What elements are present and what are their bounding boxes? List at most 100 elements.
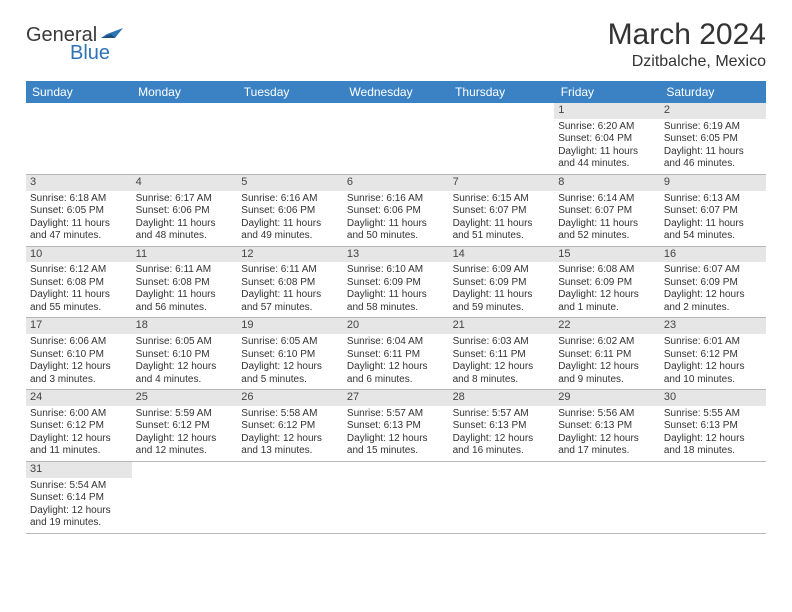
daylight-text: and 47 minutes. xyxy=(30,230,128,243)
sunset-text: Sunset: 6:11 PM xyxy=(347,349,445,362)
sunset-text: Sunset: 6:08 PM xyxy=(30,277,128,290)
daylight-text: and 10 minutes. xyxy=(664,374,762,387)
sunrise-text: Sunrise: 5:59 AM xyxy=(136,408,234,421)
calendar-cell: 8Sunrise: 6:14 AMSunset: 6:07 PMDaylight… xyxy=(554,174,660,246)
sunset-text: Sunset: 6:07 PM xyxy=(558,205,656,218)
daylight-text: and 8 minutes. xyxy=(453,374,551,387)
daylight-text: Daylight: 11 hours xyxy=(30,289,128,302)
sunset-text: Sunset: 6:09 PM xyxy=(453,277,551,290)
sunset-text: Sunset: 6:12 PM xyxy=(664,349,762,362)
daylight-text: and 56 minutes. xyxy=(136,302,234,315)
calendar-cell: 21Sunrise: 6:03 AMSunset: 6:11 PMDayligh… xyxy=(449,318,555,390)
day-number: 8 xyxy=(554,175,660,191)
daylight-text: Daylight: 11 hours xyxy=(453,218,551,231)
title-block: March 2024 Dzitbalche, Mexico xyxy=(608,18,766,71)
calendar-cell xyxy=(449,461,555,533)
daylight-text: and 12 minutes. xyxy=(136,445,234,458)
sunrise-text: Sunrise: 6:00 AM xyxy=(30,408,128,421)
sunrise-text: Sunrise: 6:03 AM xyxy=(453,336,551,349)
day-number: 12 xyxy=(237,247,343,263)
daylight-text: and 16 minutes. xyxy=(453,445,551,458)
daylight-text: Daylight: 12 hours xyxy=(558,289,656,302)
daylight-text: Daylight: 11 hours xyxy=(558,218,656,231)
weekday-header: Thursday xyxy=(449,81,555,103)
day-number: 21 xyxy=(449,318,555,334)
day-number: 3 xyxy=(26,175,132,191)
sunset-text: Sunset: 6:14 PM xyxy=(30,492,128,505)
sunset-text: Sunset: 6:11 PM xyxy=(453,349,551,362)
daylight-text: Daylight: 12 hours xyxy=(241,433,339,446)
day-number: 1 xyxy=(554,103,660,119)
calendar-cell: 11Sunrise: 6:11 AMSunset: 6:08 PMDayligh… xyxy=(132,246,238,318)
sunrise-text: Sunrise: 6:20 AM xyxy=(558,121,656,134)
calendar-cell: 27Sunrise: 5:57 AMSunset: 6:13 PMDayligh… xyxy=(343,390,449,462)
calendar-cell: 13Sunrise: 6:10 AMSunset: 6:09 PMDayligh… xyxy=(343,246,449,318)
daylight-text: Daylight: 11 hours xyxy=(241,289,339,302)
calendar-row: 24Sunrise: 6:00 AMSunset: 6:12 PMDayligh… xyxy=(26,390,766,462)
sunrise-text: Sunrise: 6:19 AM xyxy=(664,121,762,134)
day-number: 25 xyxy=(132,390,238,406)
sunset-text: Sunset: 6:12 PM xyxy=(241,420,339,433)
sunrise-text: Sunrise: 6:05 AM xyxy=(241,336,339,349)
daylight-text: and 9 minutes. xyxy=(558,374,656,387)
daylight-text: and 58 minutes. xyxy=(347,302,445,315)
day-number: 20 xyxy=(343,318,449,334)
calendar-cell: 15Sunrise: 6:08 AMSunset: 6:09 PMDayligh… xyxy=(554,246,660,318)
sunrise-text: Sunrise: 6:10 AM xyxy=(347,264,445,277)
daylight-text: and 52 minutes. xyxy=(558,230,656,243)
day-number: 16 xyxy=(660,247,766,263)
sunrise-text: Sunrise: 6:12 AM xyxy=(30,264,128,277)
calendar-cell xyxy=(343,461,449,533)
daylight-text: and 18 minutes. xyxy=(664,445,762,458)
sunrise-text: Sunrise: 6:04 AM xyxy=(347,336,445,349)
weekday-header: Wednesday xyxy=(343,81,449,103)
weekday-header: Friday xyxy=(554,81,660,103)
sunset-text: Sunset: 6:08 PM xyxy=(136,277,234,290)
day-number: 24 xyxy=(26,390,132,406)
sunrise-text: Sunrise: 5:55 AM xyxy=(664,408,762,421)
sunset-text: Sunset: 6:06 PM xyxy=(347,205,445,218)
calendar-cell: 14Sunrise: 6:09 AMSunset: 6:09 PMDayligh… xyxy=(449,246,555,318)
daylight-text: and 3 minutes. xyxy=(30,374,128,387)
page: General March 2024 Dzitbalche, Mexico Bl… xyxy=(0,0,792,552)
calendar-cell: 16Sunrise: 6:07 AMSunset: 6:09 PMDayligh… xyxy=(660,246,766,318)
calendar-cell: 5Sunrise: 6:16 AMSunset: 6:06 PMDaylight… xyxy=(237,174,343,246)
day-number: 30 xyxy=(660,390,766,406)
calendar-body: 1Sunrise: 6:20 AMSunset: 6:04 PMDaylight… xyxy=(26,103,766,533)
daylight-text: Daylight: 12 hours xyxy=(558,361,656,374)
weekday-header-row: Sunday Monday Tuesday Wednesday Thursday… xyxy=(26,81,766,103)
sunrise-text: Sunrise: 6:13 AM xyxy=(664,193,762,206)
daylight-text: Daylight: 11 hours xyxy=(347,218,445,231)
day-number: 19 xyxy=(237,318,343,334)
calendar-table: Sunday Monday Tuesday Wednesday Thursday… xyxy=(26,81,766,534)
page-title: March 2024 xyxy=(608,18,766,52)
sunset-text: Sunset: 6:07 PM xyxy=(453,205,551,218)
daylight-text: Daylight: 11 hours xyxy=(664,146,762,159)
day-number: 17 xyxy=(26,318,132,334)
daylight-text: and 19 minutes. xyxy=(30,517,128,530)
weekday-header: Tuesday xyxy=(237,81,343,103)
sunrise-text: Sunrise: 6:02 AM xyxy=(558,336,656,349)
daylight-text: and 59 minutes. xyxy=(453,302,551,315)
daylight-text: and 51 minutes. xyxy=(453,230,551,243)
sunrise-text: Sunrise: 6:16 AM xyxy=(241,193,339,206)
daylight-text: and 2 minutes. xyxy=(664,302,762,315)
weekday-header: Monday xyxy=(132,81,238,103)
daylight-text: Daylight: 11 hours xyxy=(558,146,656,159)
daylight-text: Daylight: 12 hours xyxy=(136,433,234,446)
logo-text-blue: Blue xyxy=(70,42,110,64)
calendar-cell xyxy=(132,103,238,174)
sunset-text: Sunset: 6:08 PM xyxy=(241,277,339,290)
sunset-text: Sunset: 6:13 PM xyxy=(558,420,656,433)
sunset-text: Sunset: 6:12 PM xyxy=(136,420,234,433)
sunset-text: Sunset: 6:12 PM xyxy=(30,420,128,433)
sunset-text: Sunset: 6:13 PM xyxy=(347,420,445,433)
daylight-text: Daylight: 12 hours xyxy=(453,433,551,446)
daylight-text: and 46 minutes. xyxy=(664,158,762,171)
daylight-text: Daylight: 12 hours xyxy=(664,433,762,446)
calendar-cell: 1Sunrise: 6:20 AMSunset: 6:04 PMDaylight… xyxy=(554,103,660,174)
sunset-text: Sunset: 6:10 PM xyxy=(241,349,339,362)
sunset-text: Sunset: 6:09 PM xyxy=(664,277,762,290)
calendar-cell: 25 Sunrise: 5:59 AMSunset: 6:12 PMDayligh… xyxy=(132,390,238,462)
daylight-text: Daylight: 12 hours xyxy=(347,433,445,446)
